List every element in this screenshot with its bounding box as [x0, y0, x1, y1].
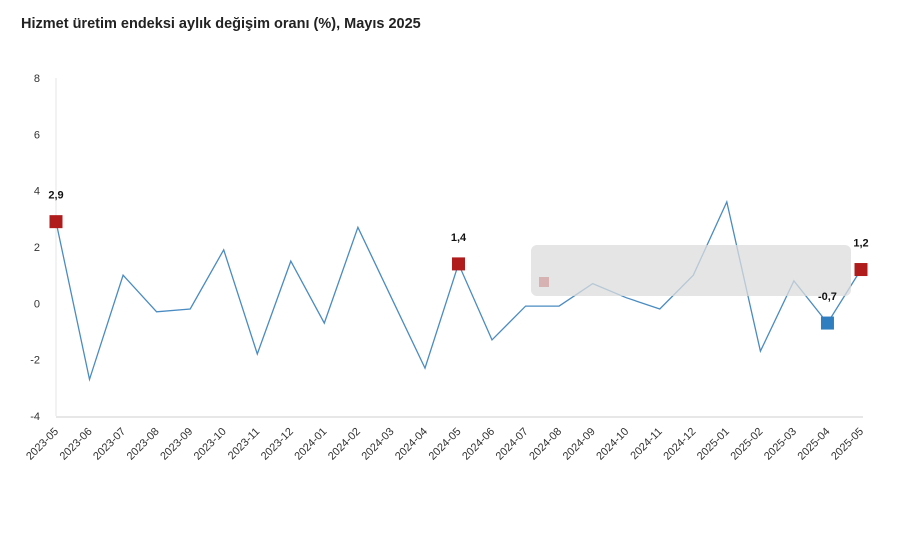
x-tick-label: 2023-11 — [226, 426, 262, 462]
x-tick-label: 2024-11 — [628, 426, 664, 462]
x-tick-label: 2025-03 — [762, 426, 799, 463]
x-tick-label: 2024-05 — [427, 426, 464, 463]
highlight-marker — [49, 215, 63, 229]
x-tick-label: 2023-06 — [58, 426, 95, 463]
x-tick-label: 2024-10 — [594, 426, 631, 463]
x-tick-label: 2024-08 — [527, 426, 564, 463]
x-tick-label: 2023-05 — [24, 426, 61, 463]
y-tick-label: 0 — [34, 298, 40, 310]
y-tick-label: -2 — [30, 355, 40, 367]
data-label: 1,4 — [451, 232, 467, 244]
x-tick-label: 2023-08 — [125, 426, 162, 463]
x-axis: 2023-052023-062023-072023-082023-092023-… — [24, 416, 866, 463]
data-label: -0,7 — [818, 291, 837, 303]
x-tick-label: 2025-01 — [695, 426, 732, 463]
y-axis: 8 6 4 2 0 -2 -4 — [30, 73, 57, 423]
x-tick-label: 2024-09 — [561, 426, 598, 463]
x-tick-label: 2024-02 — [326, 426, 363, 463]
x-tick-label: 2023-10 — [192, 426, 229, 463]
highlight-markers: 2,9 1,4 -0,7 1,2 — [48, 190, 869, 330]
x-tick-label: 2023-07 — [91, 426, 128, 463]
highlight-marker — [820, 316, 834, 330]
x-tick-label: 2024-03 — [360, 426, 397, 463]
y-tick-label: 8 — [34, 73, 40, 85]
x-tick-label: 2024-07 — [494, 426, 531, 463]
highlight-marker — [452, 257, 465, 271]
data-label: 2,9 — [48, 190, 63, 202]
y-tick-label: -4 — [30, 411, 40, 423]
x-tick-label: 2025-02 — [728, 426, 765, 463]
data-label: 1,2 — [853, 238, 868, 250]
highlight-marker — [854, 263, 868, 277]
y-tick-label: 6 — [34, 129, 40, 141]
x-tick-label: 2024-12 — [661, 426, 698, 463]
chart-title: Hizmet üretim endeksi aylık değişim oran… — [21, 16, 421, 32]
x-tick-label: 2025-05 — [829, 426, 866, 463]
x-tick-label: 2025-04 — [796, 426, 833, 463]
y-tick-label: 4 — [34, 186, 40, 198]
y-tick-label: 2 — [34, 242, 40, 254]
x-tick-label: 2024-04 — [393, 426, 430, 463]
x-tick-label: 2024-06 — [460, 426, 497, 463]
tooltip-overlay — [531, 245, 851, 296]
x-tick-label: 2023-12 — [259, 426, 296, 463]
x-tick-label: 2024-01 — [292, 426, 329, 463]
x-tick-label: 2023-09 — [158, 426, 195, 463]
tooltip-marker — [539, 277, 549, 287]
